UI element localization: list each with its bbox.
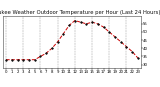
Title: Milwaukee Weather Outdoor Temperature per Hour (Last 24 Hours): Milwaukee Weather Outdoor Temperature pe… bbox=[0, 10, 160, 15]
